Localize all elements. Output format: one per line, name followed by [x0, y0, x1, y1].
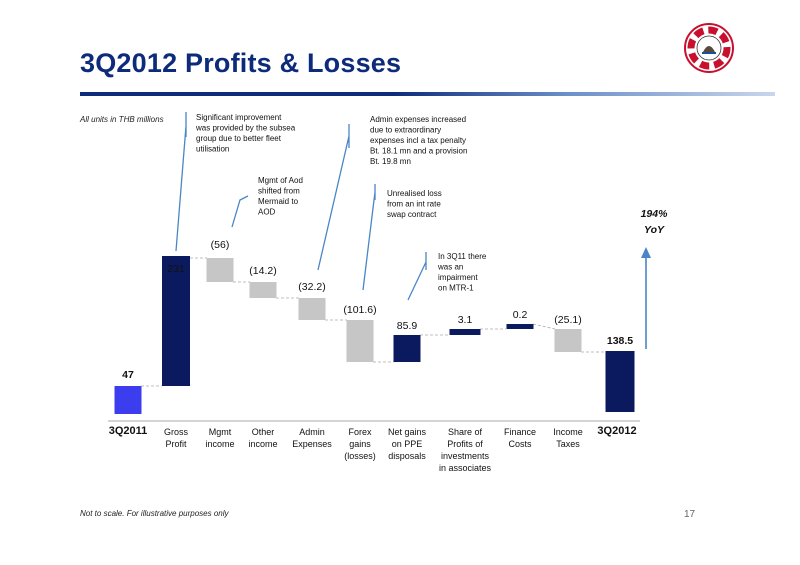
annotation-leader-line [317, 124, 350, 271]
category-label: Expenses [292, 439, 332, 449]
annotation-text: on MTR-1 [438, 284, 474, 293]
growth-arrowhead-icon [641, 247, 651, 258]
title-underline [80, 92, 775, 96]
connector-line [532, 323, 556, 330]
category-label: Gross [164, 427, 189, 437]
bar-net-gains-on-ppe-disposals [393, 335, 421, 362]
category-label: (losses) [344, 451, 376, 461]
annotation-text: impairment [438, 273, 478, 282]
footnote: Not to scale. For illustrative purposes … [80, 509, 229, 518]
annotation-text: Bt. 18.1 mn and a provision [370, 147, 467, 156]
category-label: on PPE [392, 439, 423, 449]
category-label: Costs [508, 439, 532, 449]
category-label: gains [349, 439, 371, 449]
annotation-text: Bt. 19.8 mn [370, 157, 411, 166]
category-label: 3Q2012 [597, 425, 636, 437]
bar-admin-expenses [298, 298, 326, 320]
category-label: disposals [388, 451, 426, 461]
growth-callout-text: YoY [644, 224, 665, 236]
annotation-text: Mgmt of Aod [258, 176, 303, 185]
bar-share-of-profits-of-investments-in-associates [449, 329, 481, 335]
annotation-text: shifted from [258, 187, 300, 196]
category-label: Admin [299, 427, 325, 437]
annotation-text: group due to better fleet [196, 134, 282, 143]
annotation-text: expenses incl a tax penalty [370, 136, 466, 145]
annotation-text: Significant improvement [196, 113, 282, 122]
value-label: 85.9 [397, 320, 418, 332]
slide-title: 3Q2012 Profits & Losses [80, 48, 402, 78]
value-label: (101.6) [343, 304, 376, 316]
annotation-text: AOD [258, 208, 276, 217]
bar-mgmt-income [206, 258, 234, 282]
annotation-text: Unrealised loss [387, 189, 442, 198]
value-label: 0.2 [513, 309, 528, 321]
category-label: Taxes [556, 439, 580, 449]
annotation-leader-line [231, 195, 249, 228]
bar-gross-profit [162, 256, 190, 386]
value-label: (32.2) [298, 281, 325, 293]
annotation-text: utilisation [196, 145, 229, 154]
category-label: in associates [439, 463, 492, 473]
category-label: Mgmt [209, 427, 232, 437]
category-label: income [205, 439, 234, 449]
annotation-text: was provided by the subsea [195, 124, 296, 133]
value-label: 47 [122, 369, 134, 381]
growth-callout-text: 194% [641, 208, 669, 220]
value-label: (14.2) [249, 265, 276, 277]
category-label: Finance [504, 427, 536, 437]
value-label: 231 [167, 263, 185, 275]
company-logo-icon [684, 23, 734, 73]
annotation-text: from an int rate [387, 200, 441, 209]
value-label: (56) [211, 239, 230, 251]
bar-forex-gains-losses- [346, 320, 374, 362]
category-label: Profits of [447, 439, 483, 449]
value-label: (25.1) [554, 314, 581, 326]
page-number: 17 [684, 509, 696, 520]
category-label: Income [553, 427, 583, 437]
bar-other-income [249, 282, 277, 298]
units-note: All units in THB millions [80, 115, 164, 124]
bar-3q2012 [605, 351, 635, 412]
annotation-leader-line [407, 252, 427, 301]
category-label: 3Q2011 [109, 425, 148, 437]
annotation-leader-line [362, 184, 376, 291]
annotation-text: swap contract [387, 210, 437, 219]
bar-income-taxes [554, 329, 582, 352]
annotation-text: In 3Q11 there [438, 252, 487, 261]
category-label: Share of [448, 427, 483, 437]
bar-3q2011 [114, 386, 142, 414]
value-label: 138.5 [607, 335, 633, 347]
annotation-text: Mermaid to [258, 197, 299, 206]
category-label: Other [252, 427, 275, 437]
category-label: investments [441, 451, 490, 461]
bar-finance-costs [506, 324, 534, 329]
category-label: Net gains [388, 427, 427, 437]
category-label: Profit [165, 439, 187, 449]
value-label: 3.1 [458, 314, 473, 326]
category-label: Forex [348, 427, 372, 437]
annotation-text: was an [437, 263, 463, 272]
annotation-text: Admin expenses increased [370, 115, 466, 124]
category-label: income [248, 439, 277, 449]
annotation-text: due to extraordinary [370, 126, 441, 135]
annotation-leader-line [175, 112, 187, 252]
